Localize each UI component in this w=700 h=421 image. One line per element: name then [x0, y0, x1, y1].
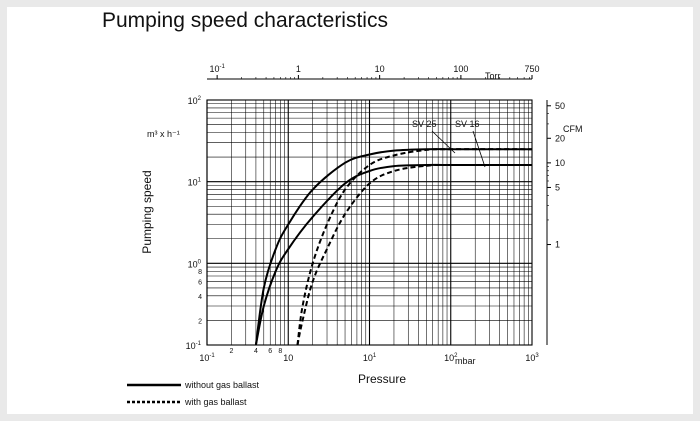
y-minor-tick-label: 8 — [198, 269, 202, 276]
x-axis-unit-label: mbar — [455, 356, 476, 366]
annotation-sv16-leader — [472, 130, 486, 168]
top-axis-tick-label: 750 — [524, 64, 539, 74]
series-line-sv16-dashed — [296, 163, 533, 346]
x-minor-tick-label: 6 — [268, 348, 272, 355]
y-axis-title: Pumping speed — [140, 170, 154, 253]
x-minor-tick-label: 8 — [278, 348, 282, 355]
right-axis-tick-label: 20 — [555, 133, 565, 143]
y-tick-label: 101 — [188, 178, 202, 188]
series-line-sv25-dashed — [296, 148, 533, 346]
legend: without gas ballast with gas ballast — [127, 380, 260, 407]
curves-layer — [254, 130, 533, 346]
x-axis-title: Pressure — [358, 372, 406, 386]
right-axis-tick-label: 1 — [555, 240, 560, 250]
right-axis-tick-label: 10 — [555, 158, 565, 168]
right-axis-tick-label: 50 — [555, 101, 565, 111]
y-tick-label: 102 — [188, 96, 202, 106]
y-axis-unit-label: m³ x h⁻¹ — [147, 129, 180, 139]
x-tick-label: 102 — [444, 353, 458, 363]
chart-title: Pumping speed characteristics — [102, 9, 388, 32]
top-axis-tick-label: 1 — [296, 64, 301, 74]
y-minor-tick-label: 2 — [198, 318, 202, 325]
annotation-sv25-leader — [431, 130, 456, 154]
y-minor-tick-label: 6 — [198, 279, 202, 286]
y-minor-tick-label: 4 — [198, 294, 202, 301]
x-tick-label: 103 — [525, 353, 539, 363]
annotation-sv16: SV 16 — [455, 119, 480, 129]
top-axis-unit-label: Torr — [485, 71, 501, 81]
top-axis-tick-label: 100 — [453, 64, 468, 74]
x-tick-label: 10 — [283, 353, 293, 363]
legend-dashed-label: with gas ballast — [184, 397, 247, 407]
x-tick-label: 101 — [363, 353, 377, 363]
x-tick-label: 10-1 — [199, 353, 215, 363]
x-minor-tick-label: 4 — [254, 348, 258, 355]
annotation-sv25: SV 25 — [412, 119, 437, 129]
figure-frame: Pumping speed characteristics 10-1 1 10 100… — [7, 7, 693, 414]
right-axis-tick-label: 5 — [555, 182, 560, 192]
axis-labels-layer: m³ x h⁻¹ Pumping speed Pressure mbar Tor… — [140, 71, 583, 386]
top-axis-tick-label: 10 — [375, 64, 385, 74]
legend-solid-label: without gas ballast — [184, 380, 260, 390]
grid-layer — [206, 75, 551, 346]
top-axis-tick-label: 10-1 — [209, 64, 225, 74]
right-axis-unit-label: CFM — [563, 124, 583, 134]
y-tick-label: 10-1 — [186, 341, 202, 351]
y-tick-label: 100 — [188, 259, 202, 269]
x-minor-tick-label: 2 — [230, 348, 234, 355]
